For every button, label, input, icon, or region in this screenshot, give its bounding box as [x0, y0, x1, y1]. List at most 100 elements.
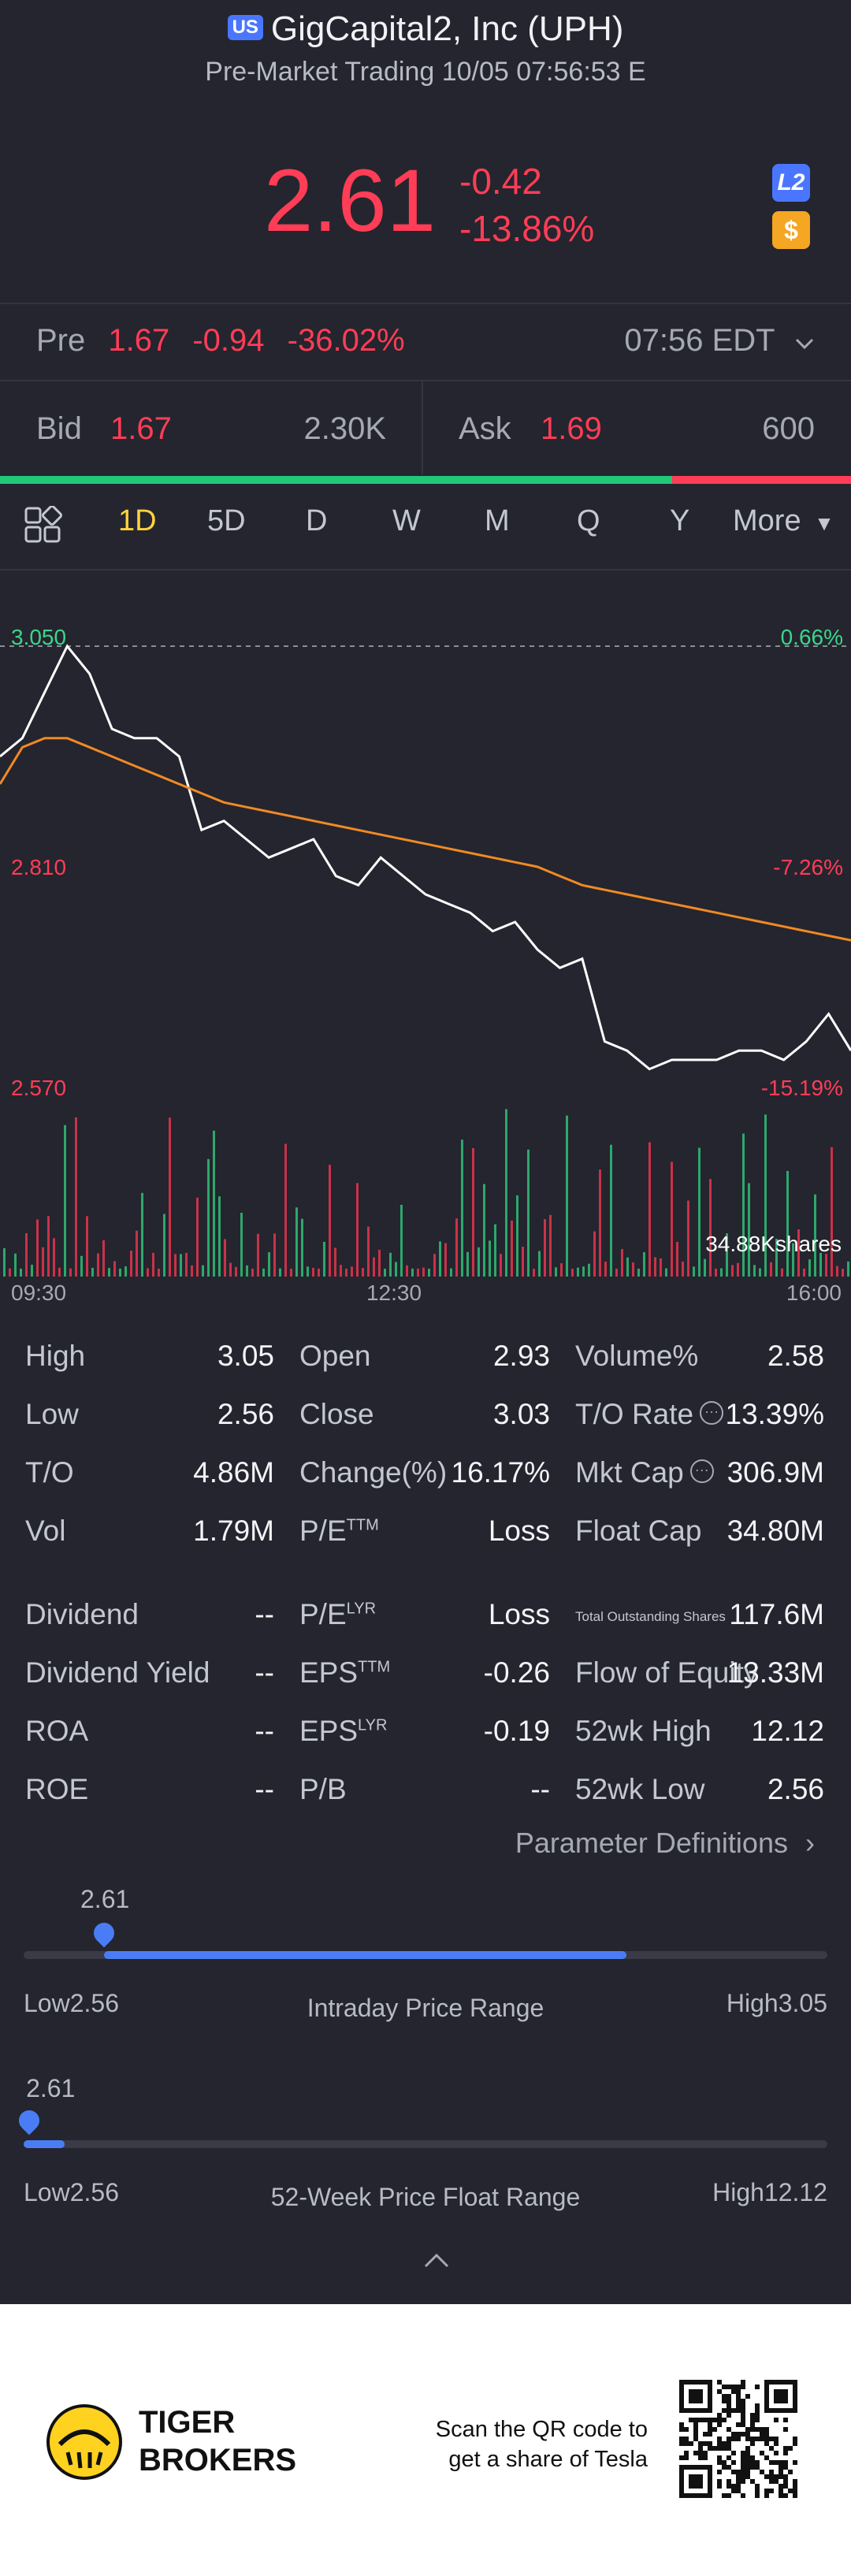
tab-q[interactable]: Q [577, 504, 600, 537]
volume-bar [257, 1233, 259, 1277]
tab-y[interactable]: Y [670, 504, 690, 537]
qr-module [741, 2399, 745, 2403]
qr-module [741, 2465, 745, 2470]
volume-bar [86, 1216, 88, 1277]
qr-line1: Scan the QR code to [435, 2417, 648, 2442]
volume-bar [637, 1268, 640, 1277]
stat-label-text: P/B [299, 1773, 347, 1805]
tab-d[interactable]: D [306, 504, 328, 537]
volume-bar [356, 1183, 359, 1277]
qr-module [717, 2437, 722, 2441]
collapse-chevron-up-icon[interactable] [422, 2251, 451, 2273]
qr-module [793, 2460, 797, 2465]
stat-label-h52: 52wk High [575, 1715, 712, 1748]
tab-more[interactable]: More ▼ [733, 504, 834, 538]
volume-bar [102, 1240, 105, 1277]
qr-module [717, 2470, 722, 2474]
qr-module [788, 2446, 793, 2451]
change-amount: -0.42 [459, 161, 542, 202]
qr-module [741, 2422, 745, 2427]
qr-module [755, 2484, 760, 2489]
qr-module [783, 2446, 788, 2451]
pre-time-dropdown[interactable]: 07:56 EDT [624, 323, 815, 359]
chart-layout-icon[interactable] [24, 505, 63, 549]
level2-icon[interactable]: L2 [772, 164, 810, 202]
qr-module [703, 2418, 708, 2422]
stat-label-pe: P/ETTM [299, 1515, 379, 1548]
qr-module [783, 2479, 788, 2484]
volume-bar [538, 1251, 541, 1277]
qr-module [717, 2441, 722, 2446]
parameter-definitions-label: Parameter Definitions [515, 1827, 788, 1859]
volume-bar [20, 1268, 22, 1277]
qr-line2: get a share of Tesla [448, 2447, 648, 2472]
week52-range-track [24, 2140, 827, 2148]
qr-module [741, 2432, 745, 2437]
qr-module [693, 2451, 698, 2455]
qr-module [774, 2479, 779, 2484]
qr-module [731, 2460, 736, 2465]
volume-bar [847, 1261, 849, 1277]
dollar-icon[interactable]: $ [772, 211, 810, 249]
stat-label-superscript: TTM [346, 1516, 379, 1534]
volume-bar [80, 1255, 83, 1277]
info-icon[interactable]: ··· [700, 1401, 724, 1426]
qr-module [689, 2441, 693, 2446]
qr-module [764, 2427, 769, 2432]
qr-module [731, 2432, 736, 2437]
volume-bar [511, 1220, 513, 1277]
qr-module [741, 2451, 745, 2455]
trading-status: Pre-Market Trading 10/05 07:56:53 E [205, 57, 646, 87]
qr-module [774, 2437, 779, 2441]
qr-module [727, 2465, 731, 2470]
qr-module [764, 2474, 769, 2479]
qr-module [722, 2385, 727, 2389]
tab-5d[interactable]: 5D [207, 504, 246, 537]
volume-bar [643, 1252, 645, 1277]
stat-label-divy: Dividend Yield [25, 1656, 210, 1689]
qr-module [736, 2489, 741, 2493]
qr-module [783, 2465, 788, 2470]
volume-bar [500, 1254, 502, 1277]
x-tick-label: 12:30 [366, 1281, 422, 1305]
volume-bar [400, 1204, 403, 1277]
qr-module [736, 2385, 741, 2389]
volume-bar [91, 1267, 94, 1277]
intraday-chart[interactable]: 3.050 2.810 2.570 0.66% -7.26% -15.19% 34.88Ks… [0, 567, 851, 1312]
stat-label-eps: EPSTTM [299, 1656, 390, 1689]
volume-bar [207, 1158, 210, 1277]
qr-module [712, 2446, 717, 2451]
volume-bar [704, 1258, 706, 1277]
volume-bar [395, 1262, 397, 1277]
qr-module [684, 2455, 689, 2460]
volume-bar [340, 1265, 342, 1277]
qr-module [679, 2437, 684, 2441]
qr-code[interactable] [679, 2380, 797, 2498]
qr-module [693, 2427, 698, 2432]
stat-value-l52: 2.56 [767, 1773, 824, 1805]
volume-bar [411, 1268, 414, 1277]
tab-w[interactable]: W [392, 504, 421, 537]
right-tick-label: 0.66% [781, 625, 843, 649]
stat-value-high: 3.05 [217, 1340, 274, 1372]
volume-bar [489, 1240, 491, 1277]
qr-module [750, 2455, 755, 2460]
volume-bar [191, 1265, 193, 1277]
qr-module [698, 2446, 703, 2451]
qr-module [779, 2484, 783, 2489]
info-icon[interactable]: ··· [689, 1459, 714, 1484]
stat-label-changepct: Change(%) [299, 1456, 447, 1489]
parameter-definitions-link[interactable]: Parameter Definitions › [515, 1827, 815, 1860]
tab-more-label: More [733, 504, 801, 537]
volume-bar [69, 1268, 72, 1277]
tab-1d[interactable]: 1D [118, 504, 157, 537]
volume-bar [676, 1241, 678, 1277]
brand-line2: BROKERS [139, 2443, 297, 2477]
qr-module [755, 2465, 760, 2470]
tab-m[interactable]: M [485, 504, 510, 537]
volume-bar [251, 1269, 254, 1277]
volume-bar [42, 1247, 44, 1277]
qr-module [693, 2422, 698, 2427]
qr-module [722, 2408, 727, 2413]
qr-module [745, 2394, 750, 2399]
